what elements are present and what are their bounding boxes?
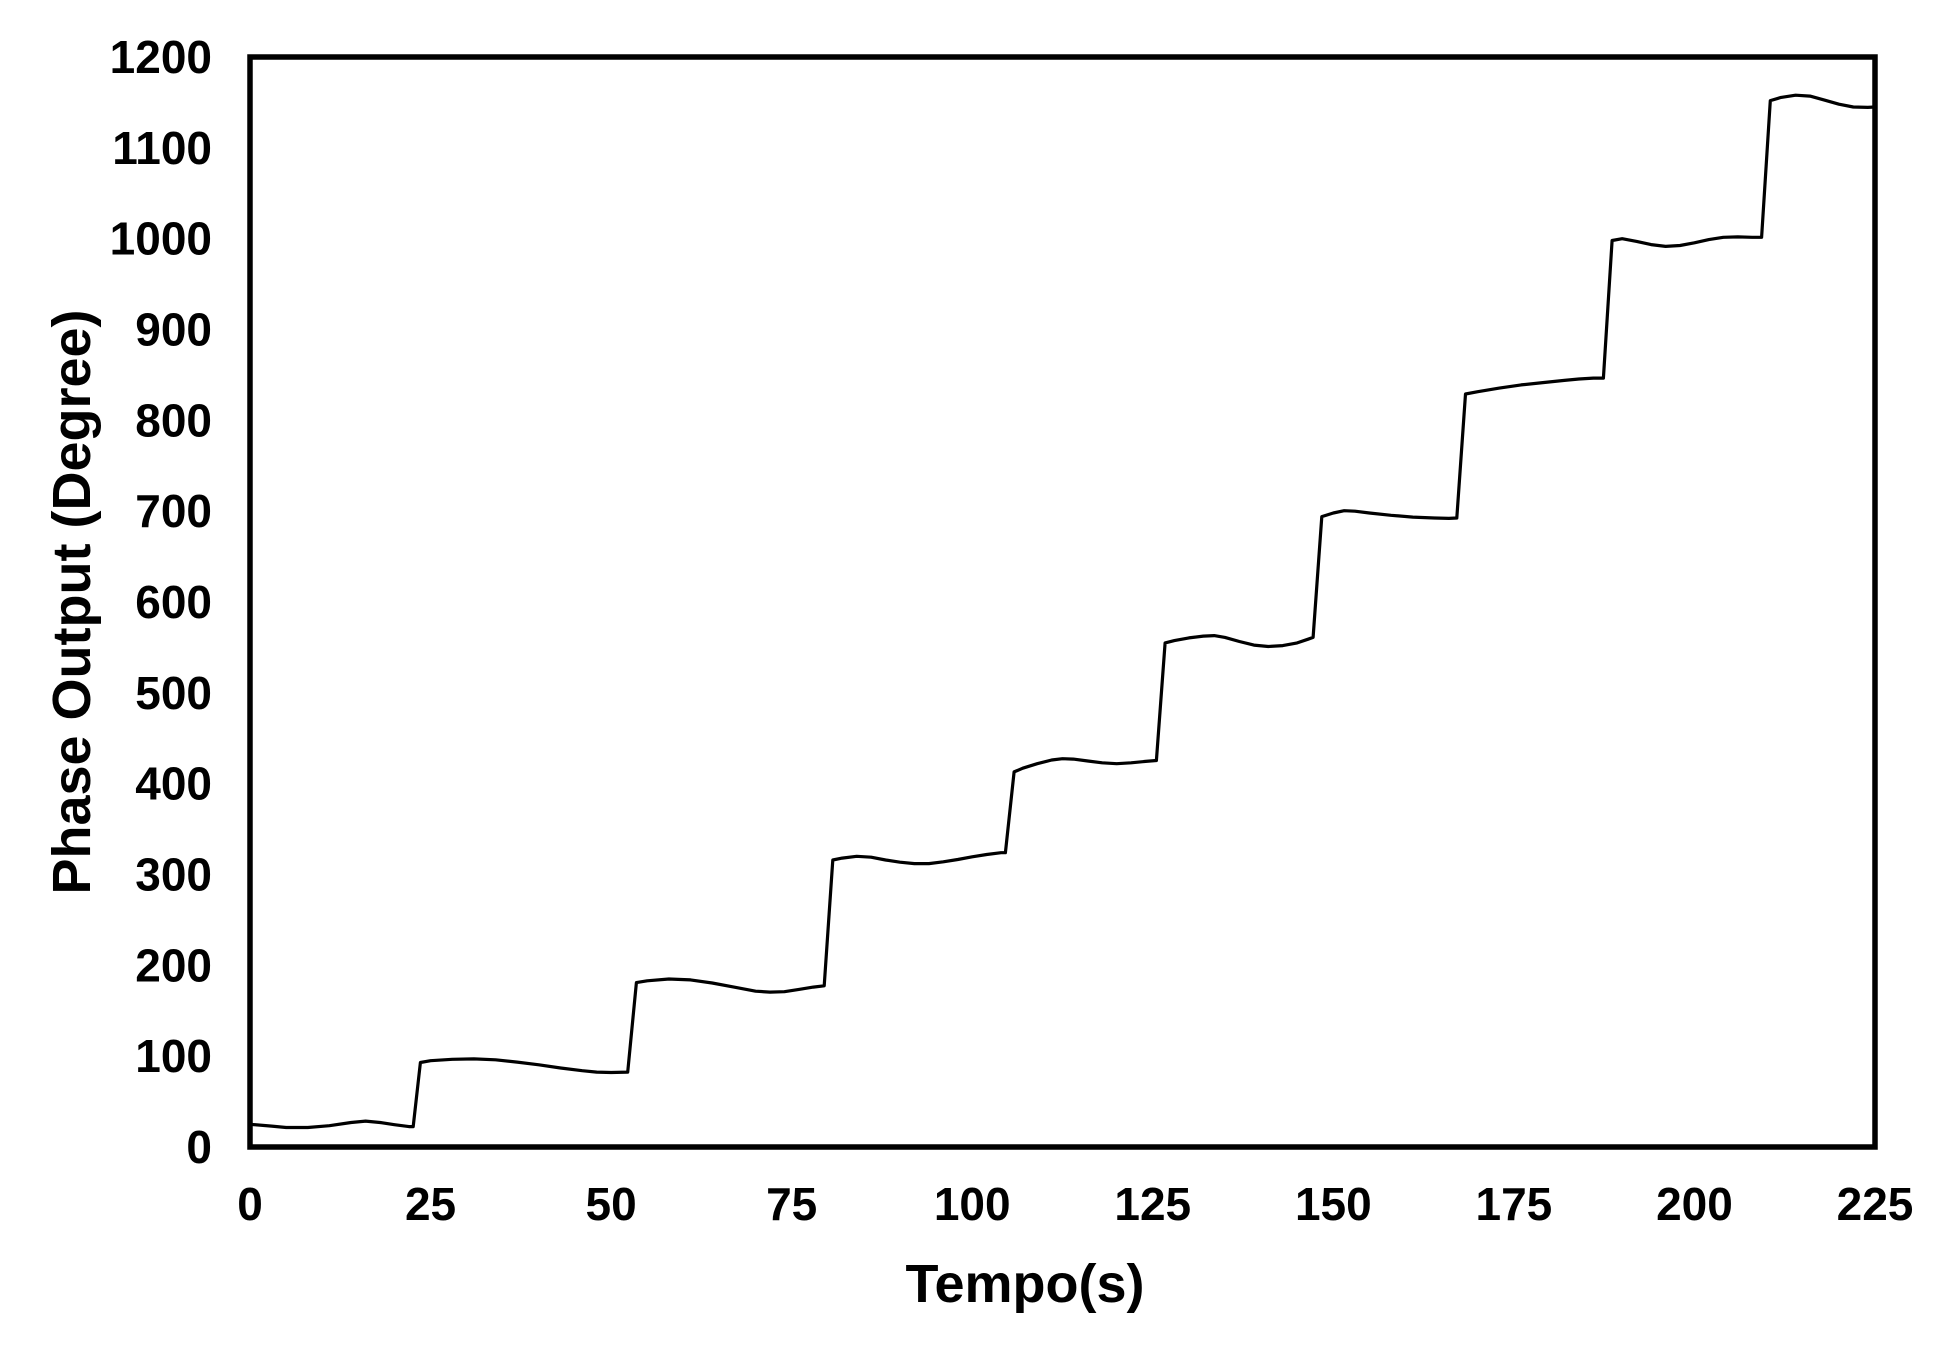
- x-tick-label: 25: [405, 1178, 456, 1230]
- y-tick-label: 0: [186, 1121, 212, 1173]
- x-tick-label: 75: [766, 1178, 817, 1230]
- x-tick-label: 0: [237, 1178, 263, 1230]
- y-tick-label: 200: [135, 939, 212, 991]
- x-tick-label: 50: [586, 1178, 637, 1230]
- y-tick-label: 500: [135, 667, 212, 719]
- x-tick-label: 100: [934, 1178, 1011, 1230]
- y-tick-label: 1200: [110, 31, 212, 83]
- x-tick-label: 225: [1837, 1178, 1914, 1230]
- x-tick-label: 150: [1295, 1178, 1372, 1230]
- y-tick-label: 1100: [112, 122, 212, 174]
- x-tick-label: 175: [1476, 1178, 1553, 1230]
- y-tick-label: 800: [135, 394, 212, 446]
- x-axis-title: Tempo(s): [906, 1254, 1145, 1314]
- y-tick-label: 700: [135, 485, 212, 537]
- series-line-phase-output-step-response: [248, 93, 1877, 1130]
- plot-frame: [247, 54, 1878, 1150]
- y-tick-label: 300: [135, 849, 212, 901]
- y-axis-title: Phase Output (Degree): [42, 309, 102, 894]
- x-tick-label: 200: [1656, 1178, 1733, 1230]
- y-tick-label: 900: [135, 304, 212, 356]
- y-tick-label: 100: [135, 1030, 212, 1082]
- y-tick-label: 400: [135, 758, 212, 810]
- y-tick-label: 1000: [110, 213, 212, 265]
- y-tick-label: 600: [135, 576, 212, 628]
- x-tick-label: 125: [1114, 1178, 1191, 1230]
